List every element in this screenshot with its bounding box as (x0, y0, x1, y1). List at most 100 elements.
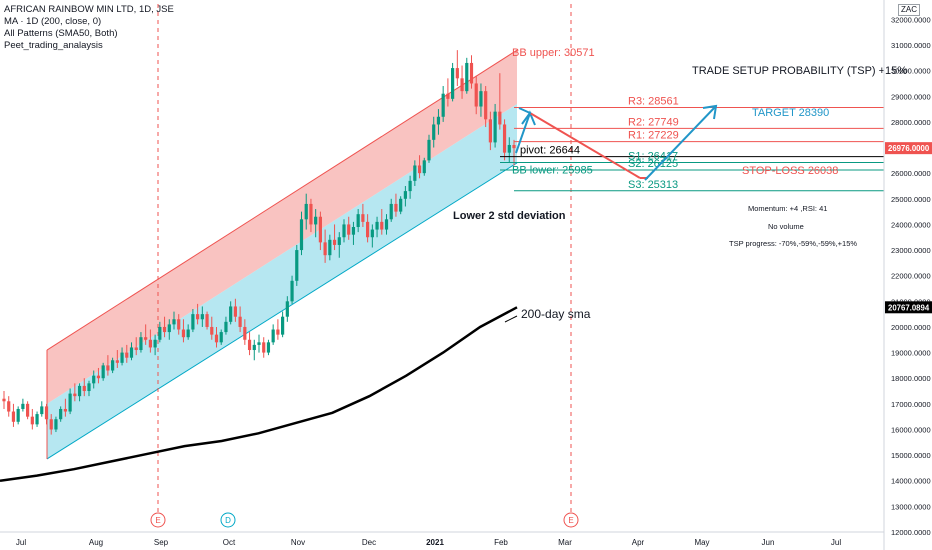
candle-body (7, 401, 11, 412)
candle-body (30, 416, 34, 425)
candle-body (11, 411, 16, 422)
candle-body (351, 226, 356, 235)
legend-patterns: All Patterns (SMA50, Both) (4, 28, 118, 39)
candle-body (92, 375, 96, 384)
candle-body (375, 221, 379, 230)
y-tick-label: 26000.0000 (891, 169, 931, 178)
candle-body (328, 239, 332, 256)
candle-body (342, 224, 346, 238)
candle-body (186, 329, 190, 338)
x-tick-label: Jul (831, 538, 841, 547)
candle-body (408, 180, 412, 192)
candle-body (26, 403, 30, 417)
x-tick-label: Mar (558, 538, 572, 547)
candle-body (507, 144, 511, 153)
arrow-blue-long (644, 105, 717, 181)
candle-body (40, 406, 44, 415)
candle-body (460, 78, 464, 92)
candle-body (465, 62, 469, 92)
candle-body (68, 393, 72, 412)
candle-body (299, 219, 304, 251)
channel-lower-line (46, 162, 518, 460)
candle-body (370, 229, 374, 238)
y-tick-label: 25000.0000 (891, 195, 931, 204)
candle-body (214, 334, 219, 343)
candle-body (488, 119, 492, 143)
candle-body (262, 342, 266, 353)
candle-body (403, 191, 407, 199)
candle-body (427, 139, 431, 161)
candle-body (361, 214, 365, 222)
tsp-progress-text: TSP progress: -70%,-59%,-59%,+15% (729, 239, 857, 248)
candle-body (196, 314, 200, 320)
chart-legend: AFRICAN RAINBOW MIN LTD, 1D, JSE MA · 1D… (4, 4, 174, 52)
y-tick-label: 15000.0000 (891, 451, 931, 460)
candle-body (101, 365, 105, 379)
candle-body (233, 306, 237, 317)
x-tick-label: Dec (362, 538, 376, 547)
y-tick-label: 18000.0000 (891, 374, 931, 383)
level-label-6: S2: 26125 (628, 158, 678, 170)
y-tick-label: 24000.0000 (891, 220, 931, 229)
tsp-title: TRADE SETUP PROBABILITY (TSP) +15% (692, 65, 907, 77)
channel-lower-fill (47, 103, 517, 459)
y-tick-label: 20000.0000 (891, 323, 931, 332)
sma-label: 200-day sma (521, 307, 591, 321)
candle-body (167, 324, 171, 333)
y-tick-label: 14000.0000 (891, 477, 931, 486)
candle-body (347, 224, 351, 235)
candle-body (205, 314, 209, 327)
sma-pointer (504, 315, 518, 323)
x-tick-label: Jul (16, 538, 26, 547)
candle-body (266, 342, 271, 353)
currency-badge[interactable]: ZAC (898, 4, 920, 16)
y-tick-label: 29000.0000 (891, 92, 931, 101)
candle-body (436, 116, 441, 125)
level-label-3: R1: 27229 (628, 130, 679, 142)
y-tick-label: 13000.0000 (891, 502, 931, 511)
x-tick-label: May (694, 538, 709, 547)
x-tick-label: Oct (223, 538, 236, 547)
candle-body (106, 365, 110, 371)
candle-body (200, 314, 204, 320)
price-badge-bg-0 (885, 142, 932, 155)
candle-body (82, 385, 86, 392)
candle-body (134, 347, 138, 351)
channel-upper-line (46, 49, 518, 351)
candle-body (479, 91, 483, 107)
candle-body (177, 319, 181, 330)
candle-body (446, 93, 450, 99)
candle-body (271, 329, 275, 343)
candle-body (276, 329, 280, 335)
channel-upper-fill (47, 50, 517, 404)
candle-body (389, 203, 393, 220)
candle-body (304, 203, 308, 220)
candle-body (181, 329, 186, 338)
candle-body (399, 198, 403, 212)
candle-body (441, 93, 445, 117)
sma200-line (0, 306, 518, 482)
y-tick-label: 19000.0000 (891, 349, 931, 358)
candle-body (366, 221, 370, 238)
y-tick-label: 30000.0000 (891, 67, 931, 76)
candle-body (512, 144, 516, 149)
momentum-text: Momentum: +4 ,RSI: 41 (748, 204, 827, 213)
y-tick-label: 31000.0000 (891, 41, 931, 50)
candle-body (502, 124, 507, 153)
event-marker-2 (563, 512, 579, 528)
candle-body (16, 408, 20, 422)
arrow-red-down (529, 112, 641, 179)
event-marker-label-2: E (568, 516, 573, 525)
candle-body (290, 280, 294, 302)
y-tick-label: 22000.0000 (891, 272, 931, 281)
y-tick-label: 23000.0000 (891, 246, 931, 255)
candle-body (111, 360, 115, 371)
level-label-0: BB upper: 30571 (512, 47, 595, 59)
candle-body (139, 337, 143, 351)
candle-body (125, 352, 129, 358)
arrow-blue-head (702, 104, 718, 120)
candle-body (332, 239, 337, 245)
x-tick-label: Nov (291, 538, 305, 547)
event-marker-label-1: D (225, 516, 231, 525)
